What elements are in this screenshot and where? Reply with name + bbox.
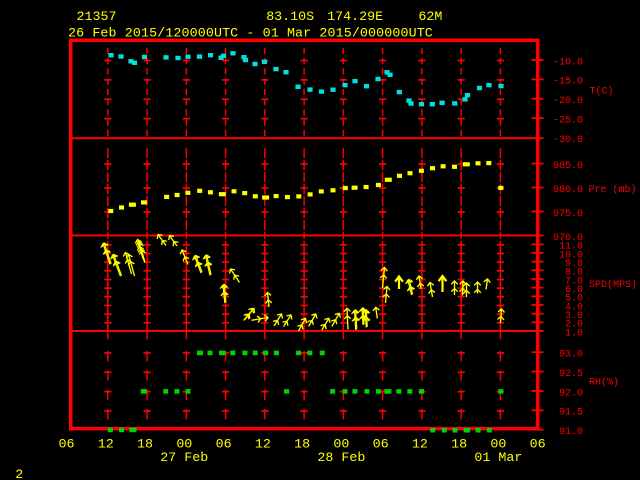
svg-text:5.0: 5.0	[565, 294, 583, 305]
svg-text:10.0: 10.0	[559, 250, 583, 261]
svg-text:91.5: 91.5	[559, 408, 583, 419]
svg-text:27 Feb: 27 Feb	[160, 451, 208, 466]
svg-text:-20.0: -20.0	[553, 96, 583, 107]
svg-text:06: 06	[59, 437, 75, 452]
svg-text:6.0: 6.0	[565, 285, 583, 296]
svg-text:01 Mar: 01 Mar	[474, 451, 522, 466]
svg-text:26 Feb 2015/120000UTC - 01 Mar: 26 Feb 2015/120000UTC - 01 Mar 2015/0000…	[68, 26, 433, 41]
svg-text:2.0: 2.0	[565, 320, 583, 331]
svg-text:SPD(MPS): SPD(MPS)	[589, 279, 637, 291]
svg-text:18: 18	[294, 437, 310, 452]
svg-text:06: 06	[216, 437, 232, 452]
svg-text:T(C): T(C)	[590, 85, 614, 97]
svg-text:00: 00	[333, 437, 349, 452]
svg-text:28 Feb: 28 Feb	[317, 451, 365, 466]
svg-text:1.0: 1.0	[565, 328, 583, 339]
svg-text:Pre (mb): Pre (mb)	[589, 184, 637, 196]
svg-text:4.0: 4.0	[565, 302, 583, 313]
svg-text:92.5: 92.5	[559, 369, 583, 380]
svg-text:980.0: 980.0	[553, 185, 583, 196]
svg-text:12: 12	[255, 437, 271, 452]
svg-text:93.0: 93.0	[559, 350, 583, 361]
svg-text:18: 18	[451, 437, 467, 452]
svg-text:985.0: 985.0	[553, 161, 583, 172]
svg-text:62M: 62M	[418, 10, 442, 25]
svg-text:12: 12	[98, 437, 114, 452]
svg-text:-25.0: -25.0	[553, 115, 583, 126]
svg-text:92.0: 92.0	[559, 388, 583, 399]
svg-text:91.0: 91.0	[559, 427, 583, 438]
svg-text:06: 06	[373, 437, 389, 452]
svg-text:8.0: 8.0	[565, 268, 583, 279]
svg-text:-10.0: -10.0	[553, 57, 583, 68]
svg-text:RH(%): RH(%)	[589, 377, 619, 389]
svg-text:18: 18	[137, 437, 153, 452]
svg-text:-30.0: -30.0	[553, 135, 583, 146]
svg-text:7.0: 7.0	[565, 276, 583, 287]
svg-text:83.10S: 83.10S	[266, 10, 314, 25]
svg-text:00: 00	[176, 437, 192, 452]
svg-text:3.0: 3.0	[565, 311, 583, 322]
svg-text:970.0: 970.0	[553, 233, 583, 244]
svg-text:975.0: 975.0	[553, 209, 583, 220]
svg-text:2: 2	[15, 468, 23, 480]
svg-text:9.0: 9.0	[565, 259, 583, 270]
svg-text:06: 06	[530, 437, 546, 452]
svg-text:00: 00	[490, 437, 506, 452]
svg-text:-15.0: -15.0	[553, 77, 583, 88]
svg-text:11.0: 11.0	[559, 242, 583, 253]
svg-text:21357: 21357	[77, 10, 117, 25]
svg-text:174.29E: 174.29E	[327, 10, 383, 25]
svg-text:12: 12	[412, 437, 428, 452]
